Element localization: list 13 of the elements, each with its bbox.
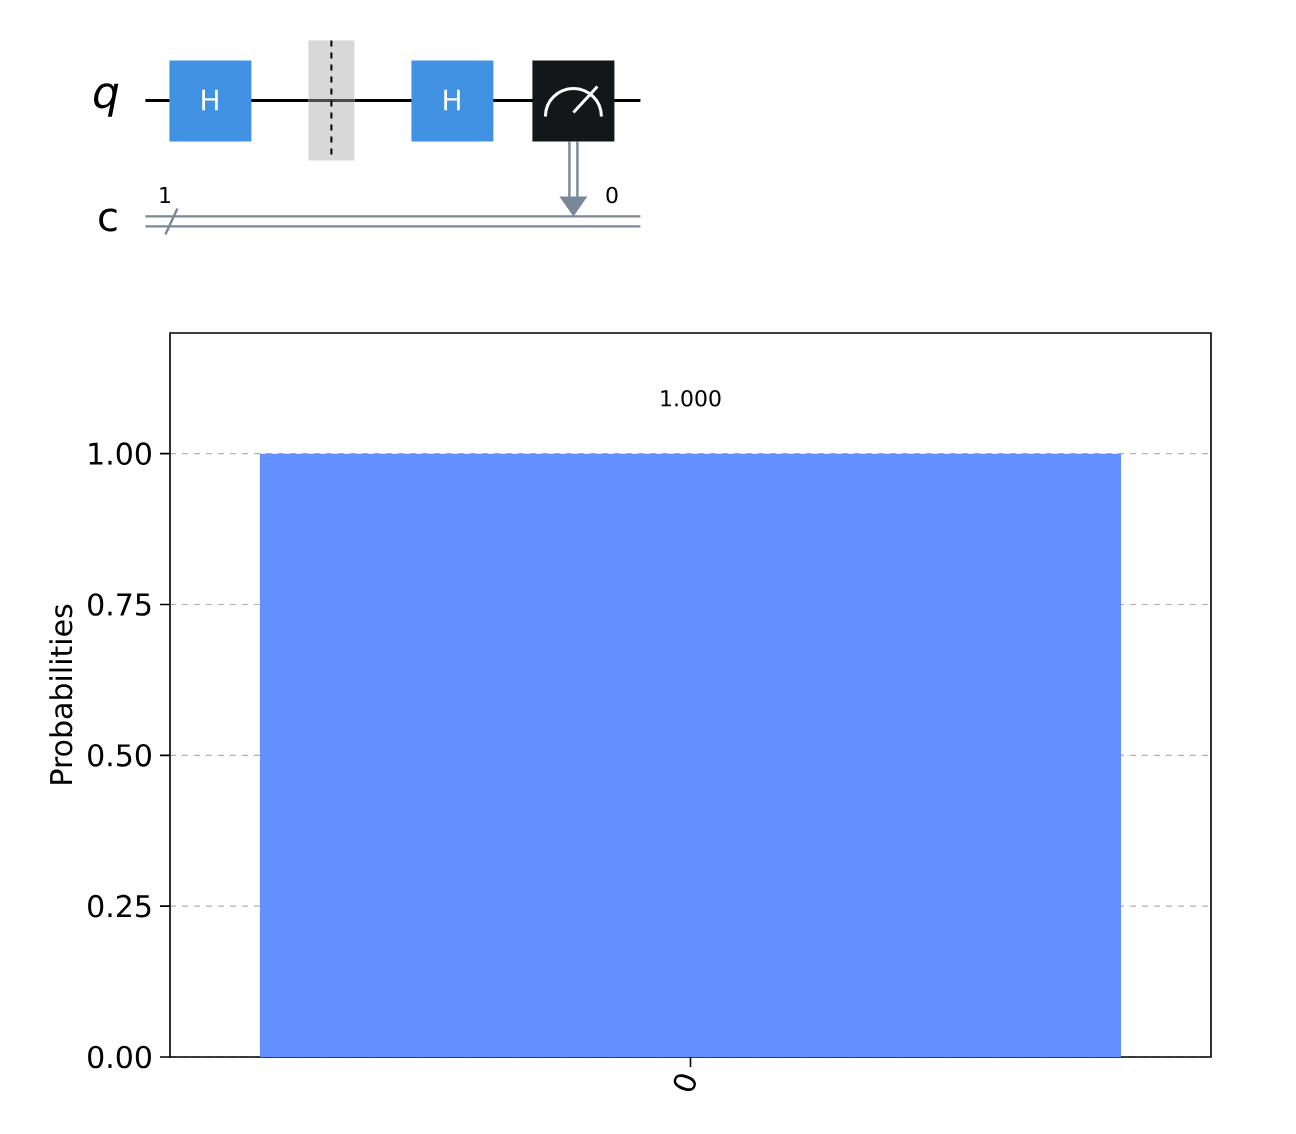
text: 0: [606, 186, 618, 204]
text: q: [94, 83, 119, 117]
text: 1: [160, 186, 170, 204]
text: c: [99, 208, 117, 232]
text: H: [202, 89, 218, 111]
y-tick-label: 0.75: [88, 593, 151, 616]
y-tick-label: 0.00: [88, 1045, 151, 1069]
text: H: [444, 89, 460, 111]
y-tick-label: 1.00: [89, 442, 151, 466]
y-axis-title: Probabilities: [49, 604, 73, 784]
y-tick-label: 0.50: [88, 743, 151, 767]
y-tick-label: 0.25: [88, 894, 151, 918]
data-label: 1.000: [661, 389, 721, 407]
